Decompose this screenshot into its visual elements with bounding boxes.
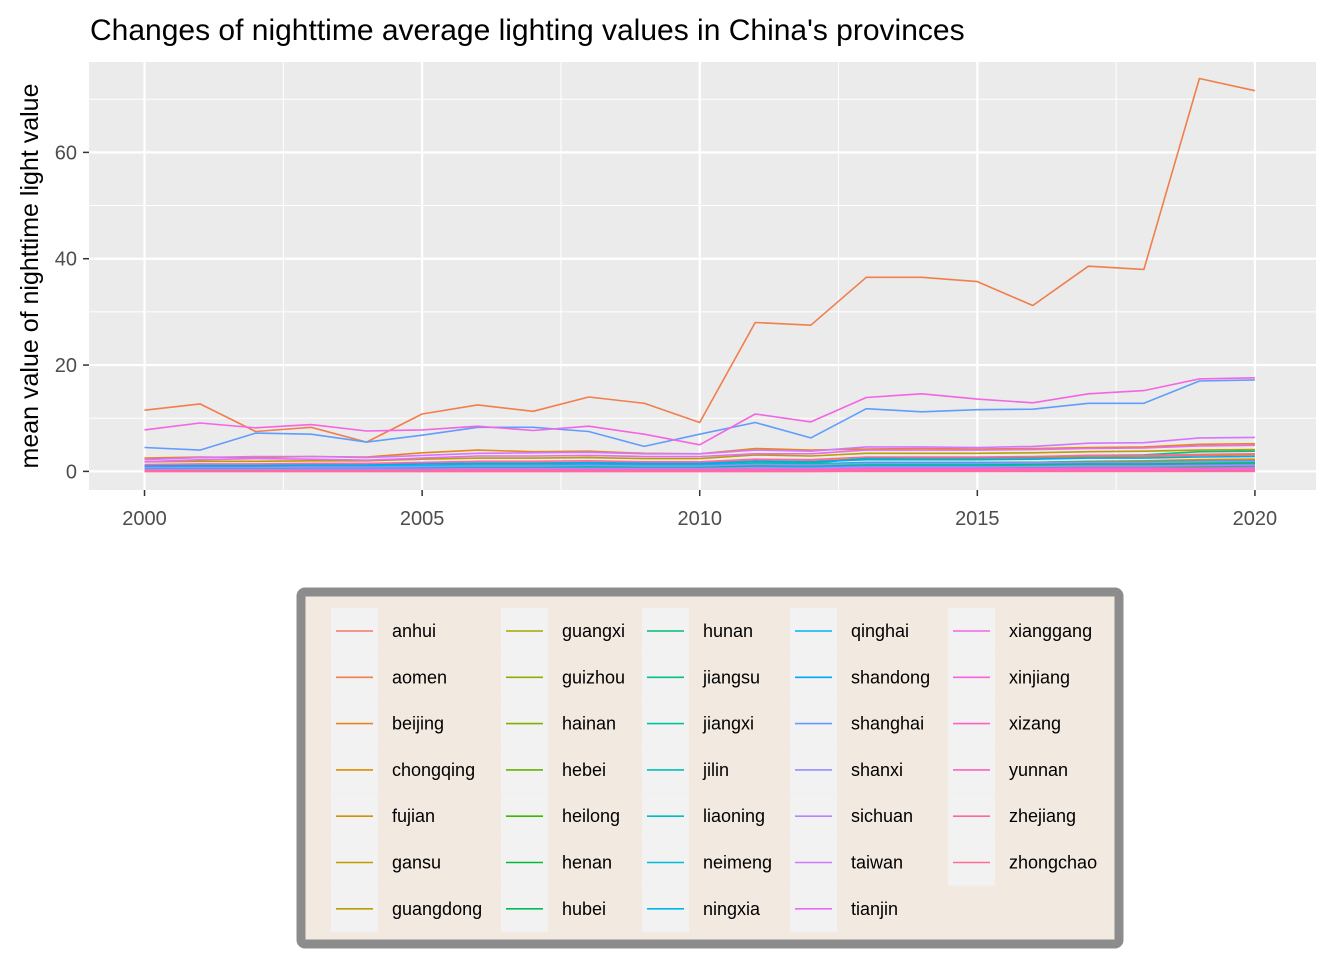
legend-label: shanxi bbox=[851, 760, 903, 780]
legend-label: guizhou bbox=[562, 667, 625, 687]
series-line-zhejiang bbox=[144, 453, 1255, 466]
legend-label: anhui bbox=[392, 621, 436, 641]
axes: 2000 2005 2010 2015 2020 0 20 40 60 bbox=[55, 142, 1277, 530]
legend-label: yunnan bbox=[1009, 760, 1068, 780]
legend-label: henan bbox=[562, 853, 612, 873]
legend-label: tianjin bbox=[851, 899, 898, 919]
legend-label: jiangxi bbox=[702, 714, 754, 734]
series-line-sichuan bbox=[144, 464, 1255, 471]
x-tick-label: 2005 bbox=[400, 508, 445, 530]
y-tick-label: 40 bbox=[55, 249, 77, 271]
legend-label: fujian bbox=[392, 806, 435, 826]
series-lines bbox=[144, 77, 1256, 473]
legend-label: guangxi bbox=[562, 621, 625, 641]
y-tick-label: 0 bbox=[66, 461, 77, 483]
x-tick-label: 2000 bbox=[122, 508, 167, 530]
legend-items: anhui aomen beijing chongqing fujian gansu gua… bbox=[331, 608, 1097, 932]
legend-label: ningxia bbox=[703, 899, 761, 919]
legend-label: hainan bbox=[562, 714, 616, 734]
y-tick-label: 20 bbox=[55, 355, 77, 377]
legend-label: sichuan bbox=[851, 806, 913, 826]
legend-label: liaoning bbox=[703, 806, 765, 826]
legend-label: xinjiang bbox=[1009, 667, 1070, 687]
legend-label: heilong bbox=[562, 806, 620, 826]
legend: anhui aomen beijing chongqing fujian gansu gua… bbox=[296, 587, 1124, 949]
legend-label: chongqing bbox=[392, 760, 475, 780]
series-line-taiwan bbox=[144, 436, 1255, 461]
legend-label: hubei bbox=[562, 899, 606, 919]
series-line-xianggang bbox=[144, 377, 1255, 446]
x-tick-label: 2015 bbox=[955, 508, 1000, 530]
plot-panel bbox=[89, 62, 1316, 490]
series-line-shandong bbox=[144, 455, 1255, 467]
y-axis-label: mean value of nighttime light value bbox=[16, 84, 44, 469]
series-line-shanxi bbox=[144, 460, 1255, 469]
legend-label: zhejiang bbox=[1009, 806, 1076, 826]
legend-label: neimeng bbox=[703, 853, 772, 873]
legend-label: shandong bbox=[851, 667, 930, 687]
legend-label: hunan bbox=[703, 621, 753, 641]
legend-label: qinghai bbox=[851, 621, 909, 641]
series-line-guangdong bbox=[144, 448, 1255, 463]
legend-label: aomen bbox=[392, 667, 447, 687]
series-line-aomen bbox=[144, 77, 1256, 443]
series-line-shanghai bbox=[144, 379, 1255, 451]
series-line-yunnan bbox=[144, 466, 1255, 472]
legend-label: xizang bbox=[1009, 714, 1061, 734]
legend-label: shanghai bbox=[851, 714, 924, 734]
y-tick-label: 60 bbox=[55, 142, 77, 164]
legend-label: hebei bbox=[562, 760, 606, 780]
legend-label: zhongchao bbox=[1009, 853, 1097, 873]
legend-label: xianggang bbox=[1009, 621, 1092, 641]
legend-label: beijing bbox=[392, 714, 444, 734]
legend-label: jilin bbox=[702, 760, 729, 780]
legend-label: jiangsu bbox=[702, 667, 760, 687]
chart-title: Changes of nighttime average lighting va… bbox=[90, 14, 965, 47]
legend-label: guangdong bbox=[392, 899, 482, 919]
series-line-tianjin bbox=[144, 444, 1255, 463]
legend-label: gansu bbox=[392, 853, 441, 873]
legend-label: taiwan bbox=[851, 853, 903, 873]
x-tick-label: 2010 bbox=[677, 508, 722, 530]
x-tick-label: 2020 bbox=[1233, 508, 1278, 530]
